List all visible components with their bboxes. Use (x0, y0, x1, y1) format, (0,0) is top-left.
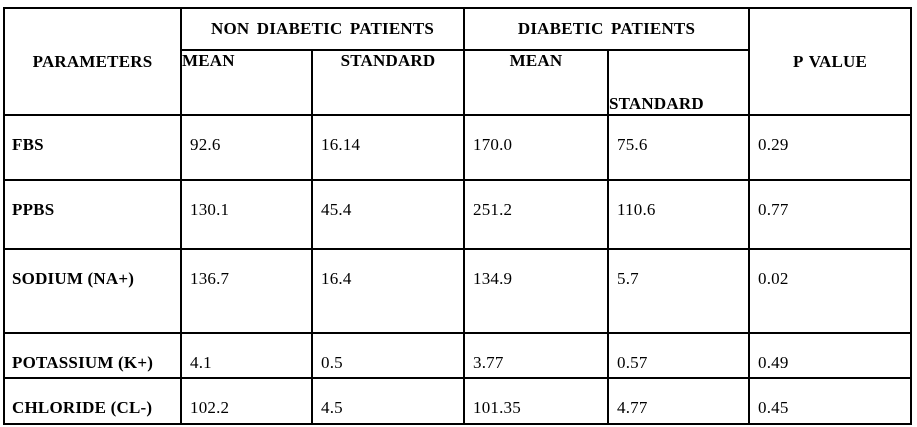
table-row-fbs: FBS 92.6 16.14 170.0 75.6 0.29 (3, 114, 913, 181)
table-row-chloride: CHLORIDE (CL-) 102.2 4.5 101.35 4.77 0.4… (3, 377, 913, 425)
header-row-subcolumns: MEAN STANDARD MEAN STANDARD (4, 49, 911, 116)
value-cell: 45.4 (311, 179, 465, 250)
param-cell: POTASSIUM (K+) (3, 332, 182, 379)
header-row-groups: PARAMETERS NON DIABETIC PATIENTS DIABETI… (3, 7, 913, 116)
header-nd-mean: MEAN (180, 49, 313, 116)
value-cell: 110.6 (606, 179, 751, 250)
value-cell: 4.5 (311, 377, 465, 425)
param-cell: CHLORIDE (CL-) (3, 377, 182, 425)
table-row-ppbs: PPBS 130.1 45.4 251.2 110.6 0.77 (3, 179, 913, 250)
value-cell: 101.35 (463, 377, 609, 425)
header-d-standard: STANDARD (606, 49, 751, 116)
param-cell: PPBS (3, 179, 182, 250)
header-p-value: P VALUE (748, 7, 913, 116)
value-cell: 251.2 (463, 179, 609, 250)
value-cell: 0.02 (748, 248, 913, 334)
value-cell: 136.7 (180, 248, 313, 334)
header-d-mean: MEAN (463, 49, 609, 116)
header-nd-standard: STANDARD (311, 49, 465, 116)
value-cell: 92.6 (180, 114, 313, 181)
value-cell: 16.14 (311, 114, 465, 181)
value-cell: 170.0 (463, 114, 609, 181)
table-row-potassium: POTASSIUM (K+) 4.1 0.5 3.77 0.57 0.49 (3, 332, 913, 379)
table-row-sodium: SODIUM (NA+) 136.7 16.4 134.9 5.7 0.02 (3, 248, 913, 334)
header-parameters: PARAMETERS (3, 7, 182, 116)
header-non-diabetic-patients: NON DIABETIC PATIENTS (180, 7, 465, 51)
patients-comparison-table: PARAMETERS NON DIABETIC PATIENTS DIABETI… (3, 7, 913, 425)
value-cell: 0.49 (748, 332, 913, 379)
value-cell: 4.1 (180, 332, 313, 379)
header-diabetic-patients: DIABETIC PATIENTS (462, 7, 751, 51)
value-cell: 16.4 (311, 248, 465, 334)
value-cell: 102.2 (180, 377, 313, 425)
value-cell: 3.77 (463, 332, 609, 379)
value-cell: 5.7 (606, 248, 751, 334)
value-cell: 0.77 (748, 179, 913, 250)
value-cell: 0.29 (748, 114, 913, 181)
value-cell: 134.9 (463, 248, 609, 334)
value-cell: 0.57 (606, 332, 751, 379)
value-cell: 0.45 (748, 377, 913, 425)
value-cell: 75.6 (606, 114, 751, 181)
value-cell: 130.1 (180, 179, 313, 250)
param-cell: FBS (3, 114, 182, 181)
value-cell: 4.77 (606, 377, 751, 425)
param-cell: SODIUM (NA+) (3, 248, 182, 334)
value-cell: 0.5 (311, 332, 465, 379)
